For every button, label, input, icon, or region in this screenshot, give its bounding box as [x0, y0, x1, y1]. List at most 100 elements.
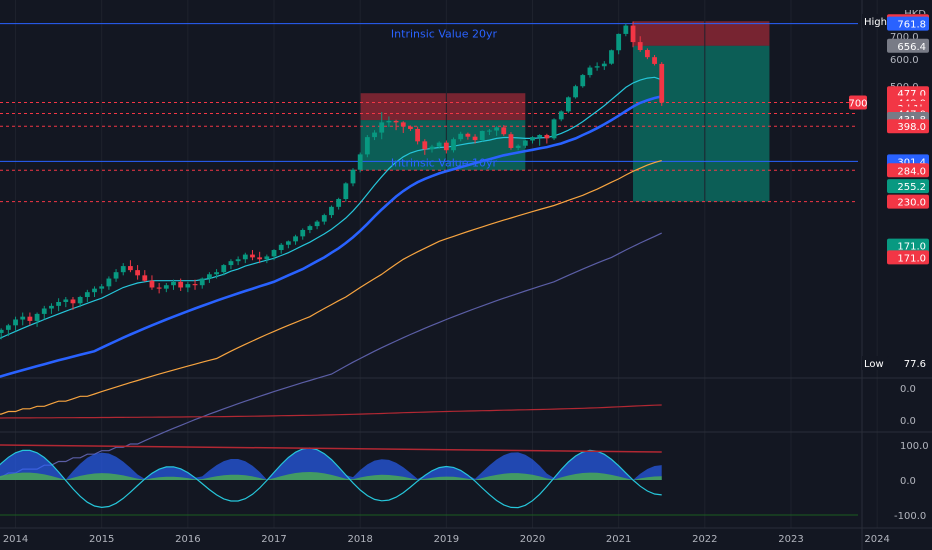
price-label: 761.8 [887, 16, 929, 31]
candle-body [20, 316, 26, 320]
price-label-bg [887, 238, 929, 253]
candle-body [551, 119, 557, 139]
candle-body [364, 137, 370, 155]
candle-body [357, 154, 363, 170]
price-label-value: 255.2 [897, 182, 926, 193]
price-label-prefix-bg [862, 14, 886, 28]
price-label-value: 171.0 [897, 253, 926, 264]
candle-body [285, 241, 291, 245]
last-price-tag-bg [849, 95, 867, 110]
oscillator-signal-line [0, 444, 662, 453]
price-label-value: 761.8 [897, 20, 926, 31]
candle-body [329, 206, 334, 216]
candle-body [321, 215, 327, 222]
candle-body [149, 280, 155, 288]
price-label: 230.0 [887, 194, 929, 209]
price-label-bg [887, 356, 929, 370]
level-labels: Intrinsic Value 20yr Intrinsic Value 10yr… [391, 28, 868, 170]
price-label-bg [887, 250, 929, 265]
candle-body [120, 266, 126, 273]
candle-body [163, 285, 169, 289]
candle-body [185, 284, 191, 288]
time-axis[interactable]: 2014 2015 2016 2017 2018 2019 2020 2021 2022 2023… [3, 534, 890, 545]
candle-body [84, 292, 90, 298]
last-price-tag: 700 [848, 99, 867, 110]
candle-body [257, 257, 263, 260]
candle-body [494, 127, 499, 131]
candle-body [408, 126, 413, 129]
time-tick: 2015 [89, 534, 114, 545]
candle-body [63, 299, 69, 302]
candle-series [0, 21, 665, 340]
candle-body [56, 301, 62, 306]
candle-body [443, 142, 449, 151]
candle-body [573, 86, 578, 98]
time-tick: 2024 [864, 534, 889, 545]
candle-body [537, 135, 543, 138]
price-tick: 600.0 [890, 55, 919, 66]
candle-body [436, 142, 442, 147]
candle-body [616, 33, 622, 51]
price-label-bg [887, 38, 929, 53]
indicator-pane-1[interactable]: 0.0 0.0 [0, 384, 916, 427]
candle-body [92, 288, 97, 293]
price-label-value: 398.0 [897, 122, 926, 133]
time-tick: 2017 [261, 534, 286, 545]
price-label: Low 77.6 [862, 356, 929, 370]
candle-body [637, 42, 643, 51]
price-label: 398.0 [887, 119, 929, 134]
candle-body [106, 278, 112, 287]
level-label: Intrinsic Value 10yr [391, 156, 498, 169]
price-axis[interactable]: HKD 700.0600.0500.0High775.6774.4761.865… [862, 9, 929, 370]
price-tick: 700.0 [890, 32, 919, 43]
price-label-value: 284.0 [897, 166, 926, 177]
oscillator-area [0, 448, 662, 480]
pane-tick: 100.0 [900, 441, 929, 452]
candle-body [70, 299, 76, 304]
ma-line-slowest [0, 232, 662, 478]
candle-body [49, 305, 54, 309]
candle-body [601, 63, 607, 67]
pane-tick: 0.0 [900, 416, 916, 427]
candle-body [221, 265, 227, 273]
level-label: Intrinsic Value 20yr [391, 28, 498, 41]
candle-body [479, 130, 485, 141]
price-label-bg [887, 119, 929, 134]
candle-body [501, 127, 507, 135]
price-label-prefix-bg [862, 356, 886, 370]
ma-line-long [0, 160, 662, 415]
candle-body [458, 133, 464, 140]
candle-body [379, 122, 385, 133]
candle-body [250, 254, 255, 258]
candle-body [544, 135, 550, 139]
candle-body [393, 120, 399, 123]
indicator-pane-2[interactable]: 100.0 0.0 -100.0 [0, 441, 929, 522]
price-label-prefix: Low [864, 359, 884, 370]
candle-body [659, 63, 665, 103]
candle-body [156, 287, 162, 289]
candle-body [336, 199, 342, 207]
candle-body [400, 122, 406, 127]
oscillator-line [0, 447, 662, 509]
price-label-bg [887, 179, 929, 194]
candle-body [350, 169, 356, 184]
candle-body [271, 250, 277, 257]
candle-body [242, 254, 248, 260]
candle-body [508, 134, 514, 148]
time-tick: 2014 [3, 534, 28, 545]
candle-body [515, 145, 521, 148]
price-label-prefix: High [864, 17, 887, 28]
time-tick: 2022 [692, 534, 717, 545]
price-label: 171.0 [887, 250, 929, 265]
moving-averages [0, 76, 662, 478]
time-tick: 2021 [606, 534, 631, 545]
price-label-bg [887, 16, 929, 31]
candle-body [566, 97, 571, 112]
candle-body [41, 308, 47, 314]
candle-body [278, 244, 284, 251]
candle-body [587, 67, 593, 76]
position-tools[interactable] [360, 21, 770, 202]
